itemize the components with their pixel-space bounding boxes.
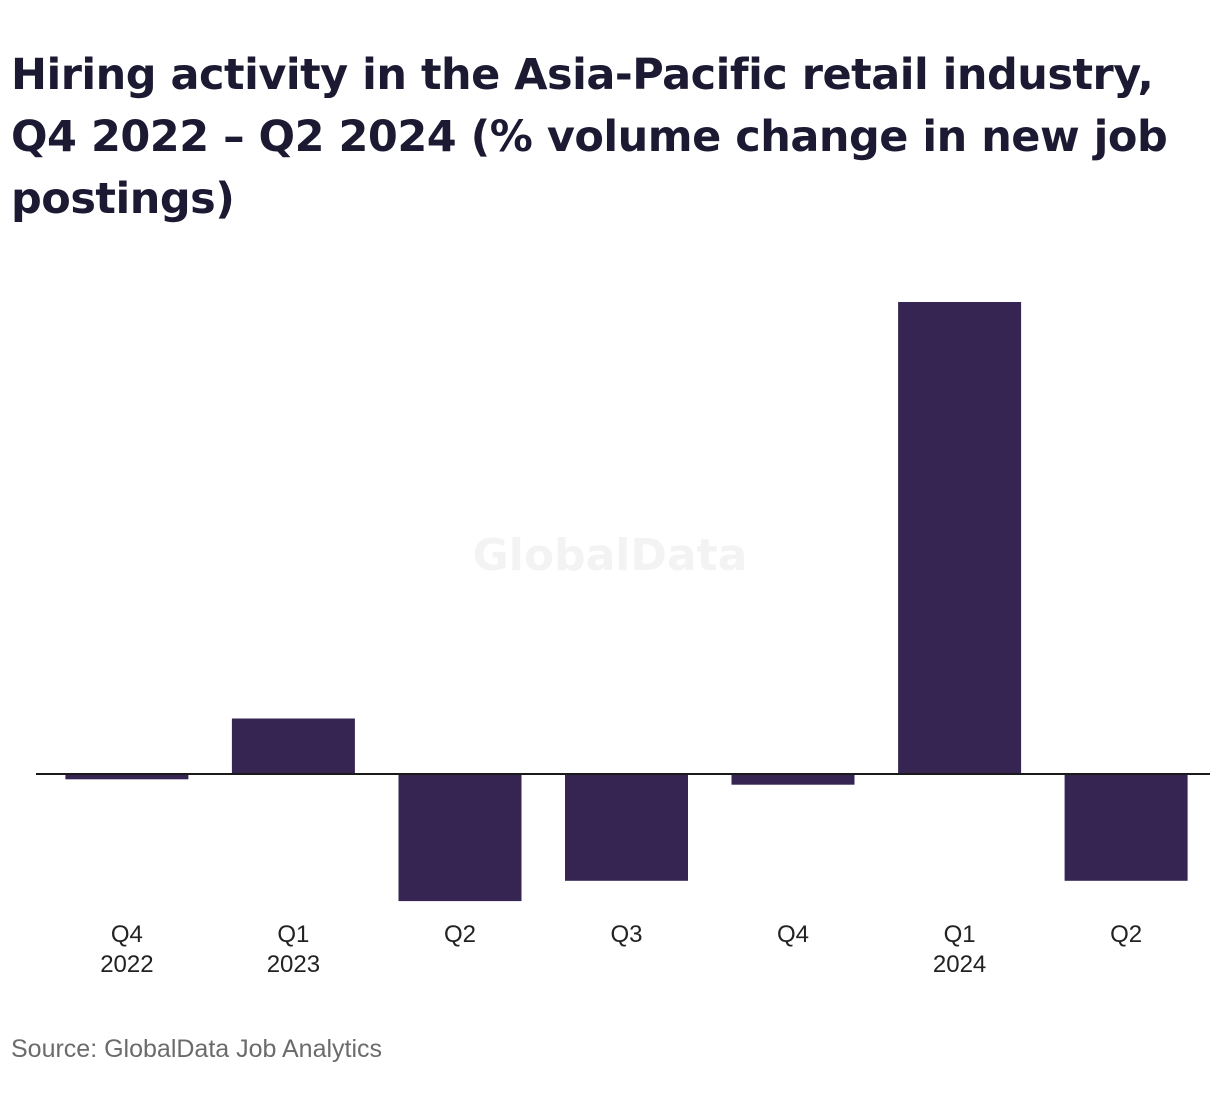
tick-label-year: 2023: [267, 951, 320, 978]
watermark-text: GlobalData: [473, 530, 748, 581]
bars-group: [65, 302, 1188, 902]
tick-label-quarter: Q1: [944, 921, 976, 948]
tick-label-quarter: Q4: [111, 921, 143, 948]
tick-label-year: 2022: [100, 951, 153, 978]
bar-5: [898, 302, 1022, 774]
bar-3: [565, 774, 688, 881]
chart-title: Hiring activity in the Asia-Pacific reta…: [11, 50, 1168, 224]
source-note: Source: GlobalData Job Analytics: [11, 1035, 383, 1063]
bar-6: [1064, 774, 1188, 881]
tick-label-quarter: Q3: [610, 921, 642, 948]
tick-label-quarter: Q4: [777, 921, 809, 948]
bar-2: [398, 774, 522, 902]
bar-0: [65, 774, 189, 780]
tick-label-quarter: Q2: [444, 921, 476, 948]
tick-label-year: 2024: [933, 951, 986, 978]
bar-1: [231, 718, 355, 774]
bar-4: [731, 774, 855, 785]
tick-label-quarter: Q2: [1110, 921, 1142, 948]
tick-label-quarter: Q1: [277, 921, 309, 948]
x-axis-tick-labels: Q4 2022 Q1 2023 Q2 Q3 Q4 Q1 2024 Q2: [100, 921, 1142, 978]
